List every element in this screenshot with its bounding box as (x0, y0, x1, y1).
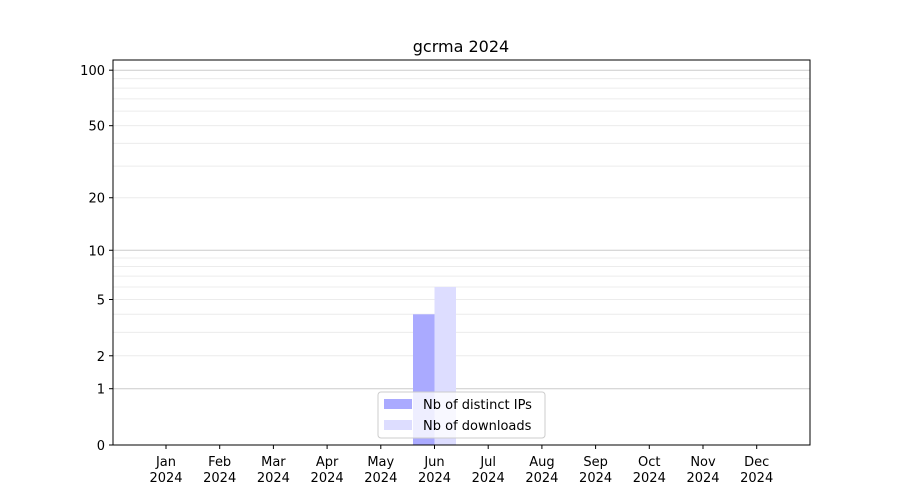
x-tick-label: Apr 2024 (311, 455, 344, 486)
plot-frame (112, 59, 811, 446)
y-tick-label: 10 (88, 244, 105, 259)
x-tick-label: Jun 2024 (418, 455, 451, 486)
legend-label: Nb of distinct IPs (423, 398, 532, 413)
x-tick-label: Sep 2024 (579, 455, 612, 486)
x-tick-label: May 2024 (364, 455, 397, 486)
chart-title: gcrma 2024 (413, 37, 509, 56)
legend-swatch (384, 399, 412, 409)
y-tick-label: 0 (97, 439, 105, 454)
y-axis: 0 1 2 5 10 20 50 100 (80, 64, 113, 454)
x-tick-label: Mar 2024 (257, 455, 290, 486)
y-tick-label: 50 (88, 120, 105, 135)
legend: Nb of distinct IPs Nb of downloads (377, 391, 546, 439)
y-tick-label: 2 (97, 350, 105, 365)
legend-box (377, 391, 546, 439)
y-tick-label: 20 (88, 192, 105, 207)
x-tick-label: Jul 2024 (472, 455, 505, 486)
y-tick-label: 100 (80, 64, 105, 79)
grid (113, 69, 810, 446)
y-tick-label: 1 (97, 383, 105, 398)
legend-swatch (384, 420, 412, 430)
x-tick-label: Jan 2024 (149, 455, 182, 486)
x-tick-label: Oct 2024 (633, 455, 666, 486)
legend-label: Nb of downloads (423, 419, 532, 434)
x-axis: Jan 2024 Feb 2024 Mar 2024 Apr 2024 May 2024 Jun 20… (149, 445, 773, 486)
y-tick-label: 5 (97, 293, 105, 308)
x-tick-label: Dec 2024 (740, 455, 773, 486)
x-tick-label: Nov 2024 (686, 455, 719, 486)
x-tick-label: Aug 2024 (525, 455, 558, 486)
x-tick-label: Feb 2024 (203, 455, 236, 486)
